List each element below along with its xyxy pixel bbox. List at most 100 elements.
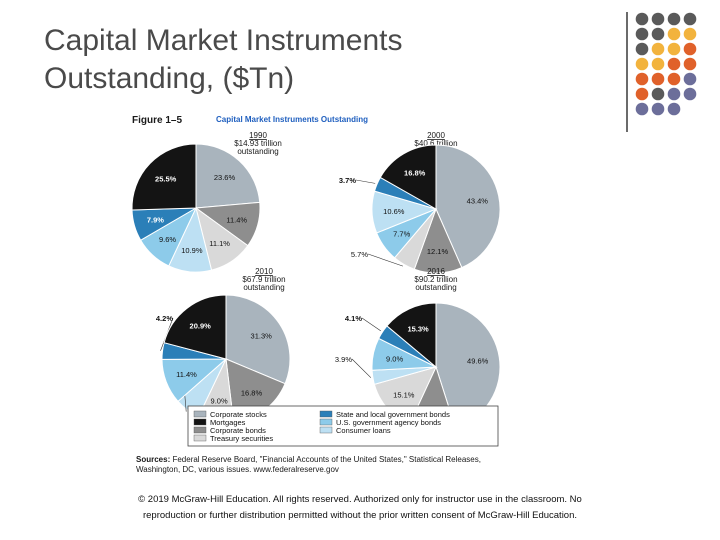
pie-slice-label: 11.1% — [209, 239, 230, 248]
figure-source-line-1: Sources: Federal Reserve Board, "Financi… — [136, 455, 481, 464]
pie-2000: 2000$40.6 trillionoutstanding43.4%12.1%5… — [339, 131, 501, 274]
decorative-dot — [683, 72, 697, 86]
decorative-dot — [651, 57, 665, 71]
legend-label-corporate_stocks: Corporate stocks — [210, 410, 267, 419]
decorative-dot — [651, 72, 665, 86]
pie-slice-corporate_stocks — [435, 144, 501, 269]
legend-label-corporate_bonds: Corporate bonds — [210, 426, 266, 435]
pie-slice-mortgages — [386, 302, 437, 369]
legend-swatch-corporate_bonds — [193, 426, 207, 434]
decorative-dot — [667, 27, 681, 41]
decorative-dot — [635, 57, 649, 71]
pie-leader-line — [355, 179, 376, 184]
decorative-dot — [635, 72, 649, 86]
legend-swatch-agency_bonds — [319, 418, 333, 426]
decorative-dot — [651, 27, 665, 41]
pie-leader-line — [351, 358, 372, 378]
legend-label-treasury_securities: Treasury securities — [210, 434, 273, 443]
legend-label-agency_bonds: U.S. government agency bonds — [336, 418, 441, 427]
pie-slice-label: 15.3% — [407, 325, 429, 334]
decorative-dot — [651, 87, 665, 101]
pie-subtitle-label: outstanding — [243, 283, 284, 292]
decorative-dot — [651, 42, 665, 56]
pie-slice-label: 15.1% — [393, 390, 415, 399]
pie-slice-label: 9.6% — [159, 235, 176, 244]
figure-number: Figure 1–5 — [132, 115, 182, 126]
pie-slice-label: 4.2% — [156, 314, 173, 323]
figure: Figure 1–5 Capital Market Instruments Ou… — [130, 112, 550, 474]
figure-caption: Capital Market Instruments Outstanding — [216, 115, 368, 124]
pie-slice-label: 3.7% — [339, 176, 356, 185]
pie-chart-figure: Figure 1–5 Capital Market Instruments Ou… — [131, 115, 501, 474]
copyright-line-1: © 2019 McGraw-Hill Education. All rights… — [138, 494, 582, 505]
pie-leader-line — [367, 253, 404, 267]
pie-total-label: $40.6 trillion — [414, 139, 457, 148]
pie-subtitle-label: outstanding — [415, 283, 456, 292]
pie-slice-label: 7.7% — [393, 230, 410, 239]
pie-slice-mortgages — [379, 144, 437, 210]
decorative-dot — [635, 27, 649, 41]
pie-year-label: 2000 — [427, 131, 445, 140]
copyright-notice: © 2019 McGraw-Hill Education. All rights… — [100, 492, 620, 524]
figure-source-text: Federal Reserve Board, "Financial Accoun… — [170, 455, 481, 464]
figure-source-line-2: Washington, DC, various issues. www.fede… — [136, 465, 339, 474]
pie-total-label: $67.9 trillion — [242, 275, 285, 284]
decorative-dot — [667, 102, 681, 116]
pie-slice-label: 11.4% — [226, 215, 247, 224]
legend-label-consumer_loans: Consumer loans — [336, 426, 391, 435]
pie-slice-mortgages — [163, 294, 227, 360]
decorative-dot — [683, 27, 697, 41]
decorative-dot — [635, 87, 649, 101]
decorative-dot — [635, 12, 649, 26]
pie-slice-label: 16.8% — [241, 389, 263, 398]
pie-slice-label: 7.9% — [147, 216, 164, 225]
decorative-dot — [667, 42, 681, 56]
pie-slice-label: 43.4% — [467, 196, 489, 205]
pie-year-label: 2010 — [255, 267, 273, 276]
decorative-dot — [667, 12, 681, 26]
legend-swatch-corporate_stocks — [193, 410, 207, 418]
decorative-dot — [667, 57, 681, 71]
decorative-dot — [651, 102, 665, 116]
decorative-dot — [683, 57, 697, 71]
pie-leader-line — [361, 317, 381, 332]
decorative-dot — [683, 42, 697, 56]
figure-source-label: Sources: — [136, 455, 170, 464]
legend-swatch-state_local_bonds — [319, 410, 333, 418]
pie-slice-label: 16.8% — [404, 169, 426, 178]
decorative-dot — [683, 12, 697, 26]
pie-slice-label: 11.4% — [176, 370, 197, 379]
pie-slice-label: 10.9% — [181, 246, 203, 255]
pie-total-label: $14.93 trillion — [234, 139, 282, 148]
pie-slice-label: 3.9% — [335, 355, 352, 364]
pie-slice-label: 12.1% — [427, 247, 449, 256]
decorative-dot — [635, 42, 649, 56]
pie-slice-label: 10.6% — [383, 207, 405, 216]
slide-title: Capital Market Instruments Outstanding, … — [44, 22, 584, 98]
pie-slice-label: 9.0% — [211, 397, 228, 406]
pie-slice-label: 5.7% — [351, 250, 368, 259]
pie-slice-label: 31.3% — [251, 332, 273, 341]
pie-slice-label: 23.6% — [214, 173, 236, 182]
pie-year-label: 2016 — [427, 267, 445, 276]
pie-slice-label: 20.9% — [190, 322, 212, 331]
decorative-dot — [651, 12, 665, 26]
pie-slice-label: 4.1% — [345, 314, 362, 323]
legend-label-state_local_bonds: State and local government bonds — [336, 410, 450, 419]
copyright-line-2: reproduction or further distribution per… — [142, 510, 578, 521]
pie-year-label: 1990 — [249, 131, 267, 140]
decorative-dot-grid — [635, 12, 697, 116]
pie-slice-mortgages — [131, 143, 197, 211]
legend-swatch-consumer_loans — [319, 426, 333, 434]
pie-slice-label: 49.6% — [467, 357, 489, 366]
legend-swatch-mortgages — [193, 418, 207, 426]
pie-slice-corporate_stocks — [195, 143, 261, 209]
legend-box — [187, 405, 499, 447]
decorative-dot — [667, 72, 681, 86]
slide-title-line-1: Capital Market Instruments — [44, 24, 403, 57]
decorative-dot — [667, 87, 681, 101]
decorative-dot — [683, 87, 697, 101]
decorative-dot — [635, 102, 649, 116]
